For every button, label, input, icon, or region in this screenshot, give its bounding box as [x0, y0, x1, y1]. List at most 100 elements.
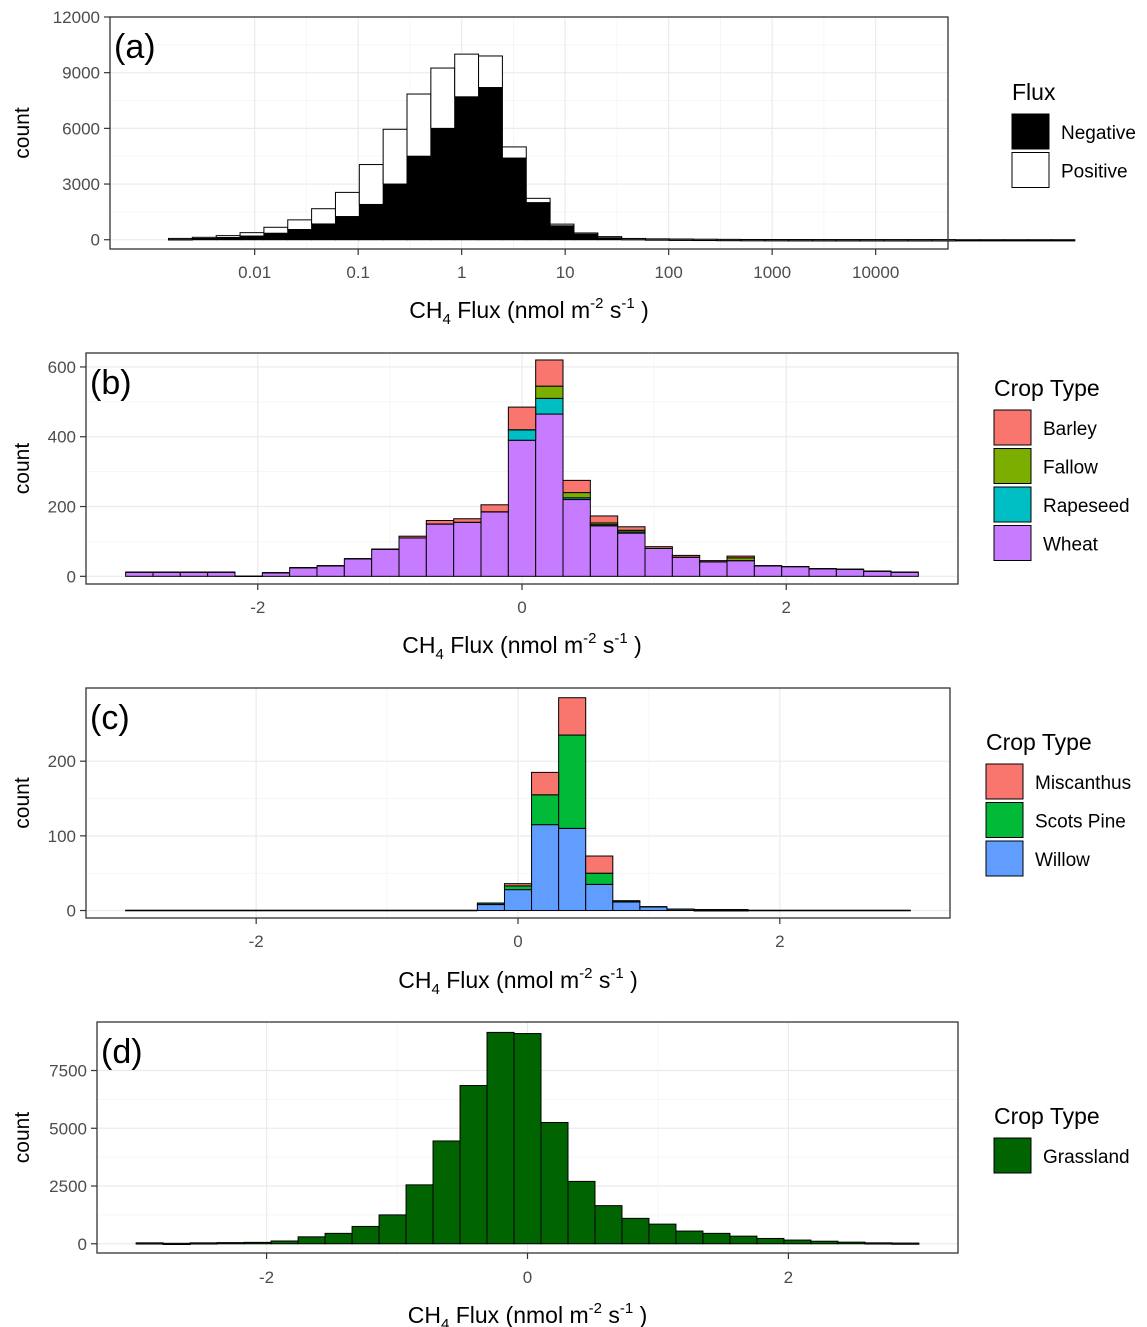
bar-grassland: [729, 1235, 758, 1245]
x-axis-label: CH4 Flux (nmol m-2 s-1 ): [402, 630, 642, 663]
bar-positive: [239, 232, 265, 237]
bar-positive: [931, 239, 957, 242]
legend-key-willow: [985, 840, 1024, 877]
panel-label: (b): [90, 364, 132, 402]
bar-grassland: [189, 1242, 218, 1245]
bar-positive: [525, 197, 551, 204]
bar-scots-pine: [558, 734, 587, 829]
legend-key-rapeseed: [993, 486, 1032, 523]
x-tick-label: 10000: [852, 263, 899, 282]
x-tick-label: 2: [784, 1268, 793, 1287]
bar-positive: [788, 239, 813, 242]
y-axis: 0 3000 6000 9000 12000 count: [11, 8, 110, 250]
bar-wheat: [808, 568, 837, 577]
x-tick-label: 0: [523, 1268, 532, 1287]
y-tick-label: 200: [48, 498, 76, 517]
bar-positive: [478, 55, 503, 89]
legend-key-fallow: [993, 448, 1032, 484]
bar-negative: [501, 157, 527, 241]
bar-negative: [1002, 239, 1028, 242]
y-tick-label: 12000: [53, 8, 100, 27]
bar-positive: [287, 219, 313, 231]
bar-negative: [549, 225, 575, 241]
bar-fallow: [562, 492, 591, 499]
panel-label: (d): [101, 1033, 143, 1071]
bar-positive: [215, 235, 241, 238]
bar-barley: [726, 555, 755, 559]
legend-key-barley: [993, 409, 1032, 446]
x-tick-label: 0.1: [346, 263, 370, 282]
y-axis: 0 2500 5000 7500 count: [11, 1062, 97, 1254]
bar-barley: [589, 515, 619, 524]
y-tick-label: 5000: [49, 1119, 87, 1138]
x-tick-label: 10: [556, 263, 575, 282]
bar-negative: [358, 203, 384, 241]
bar-wheat: [781, 566, 810, 577]
bar-grassland: [432, 1140, 461, 1245]
bar-barley: [453, 518, 482, 523]
bar-positive: [549, 223, 575, 227]
bar-negative: [263, 232, 289, 241]
panel-border: [109, 16, 949, 250]
bar-negative: [1050, 239, 1076, 242]
bar-positive: [835, 239, 861, 242]
bar-positive: [358, 164, 384, 205]
bar-wheat: [589, 525, 619, 577]
bar-rapeseed: [535, 397, 564, 415]
bar-wheat: [125, 571, 154, 577]
legend-key-scots-pine: [985, 802, 1024, 838]
bar-wheat: [343, 558, 373, 577]
bar-grassland: [810, 1240, 839, 1245]
bar-negative: [406, 155, 432, 241]
bars: [168, 53, 1076, 242]
bar-positive: [668, 238, 694, 241]
bar-negative: [955, 239, 980, 242]
x-tick-label: 1: [457, 263, 466, 282]
bar-grassland: [135, 1242, 164, 1245]
bar-positive: [168, 237, 193, 241]
y-axis-label: count: [11, 777, 34, 829]
y-tick-label: 0: [67, 902, 76, 921]
bar-positive: [859, 239, 885, 242]
bar-positive: [454, 53, 480, 98]
bar-grassland: [270, 1240, 299, 1245]
bar-wheat: [890, 571, 919, 577]
bar-positive: [740, 238, 766, 242]
bar-positive: [883, 239, 909, 242]
bar-willow: [558, 827, 587, 912]
bar-grassland: [216, 1242, 245, 1245]
bar-positive: [621, 237, 647, 241]
x-axis-label: CH4 Flux (nmol m-2 s-1 ): [398, 965, 638, 998]
legend-key-wheat: [993, 525, 1032, 561]
bar-grassland: [783, 1239, 812, 1245]
x-axis: 0.01 0.1 1 10 100 1000 10000 CH4 Flux (nmol m-2…: [238, 249, 899, 328]
y-tick-label: 200: [48, 752, 76, 771]
x-tick-label: -2: [249, 932, 264, 951]
bar-negative: [525, 202, 551, 241]
bar-grassland: [621, 1217, 650, 1245]
y-tick-label: 400: [48, 428, 76, 447]
x-axis-label: CH4 Flux (nmol m-2 s-1 ): [408, 1300, 648, 1327]
bar-negative: [382, 183, 408, 241]
legend: Crop Type Barley Fallow Rapeseed Wheat: [993, 375, 1130, 561]
bar-barley: [617, 526, 646, 531]
legend-label: Barley: [1043, 419, 1097, 440]
y-tick-label: 2500: [49, 1177, 87, 1196]
bar-grassland: [594, 1205, 623, 1245]
bar-negative: [478, 87, 503, 241]
bar-scots-pine: [503, 885, 533, 891]
legend: Crop Type Miscanthus Scots Pine Willow: [985, 729, 1131, 877]
legend-label: Wheat: [1043, 535, 1099, 556]
legend-label: Willow: [1035, 850, 1090, 871]
legend-label: Scots Pine: [1035, 812, 1126, 833]
bar-grassland: [378, 1214, 407, 1245]
bar-positive: [907, 239, 933, 242]
bar-grassland: [891, 1242, 920, 1245]
bars: [135, 1031, 920, 1245]
bar-positive: [811, 239, 837, 242]
bar-barley: [671, 554, 701, 558]
legend-label: Negative: [1061, 123, 1136, 144]
x-axis: -2 0 2 CH4 Flux (nmol m-2 s-1 ): [249, 918, 785, 998]
panel-c: (c) 0 100 200 count -2 0 2 CH4 Flux (nmol m-2 s-…: [11, 687, 1131, 998]
